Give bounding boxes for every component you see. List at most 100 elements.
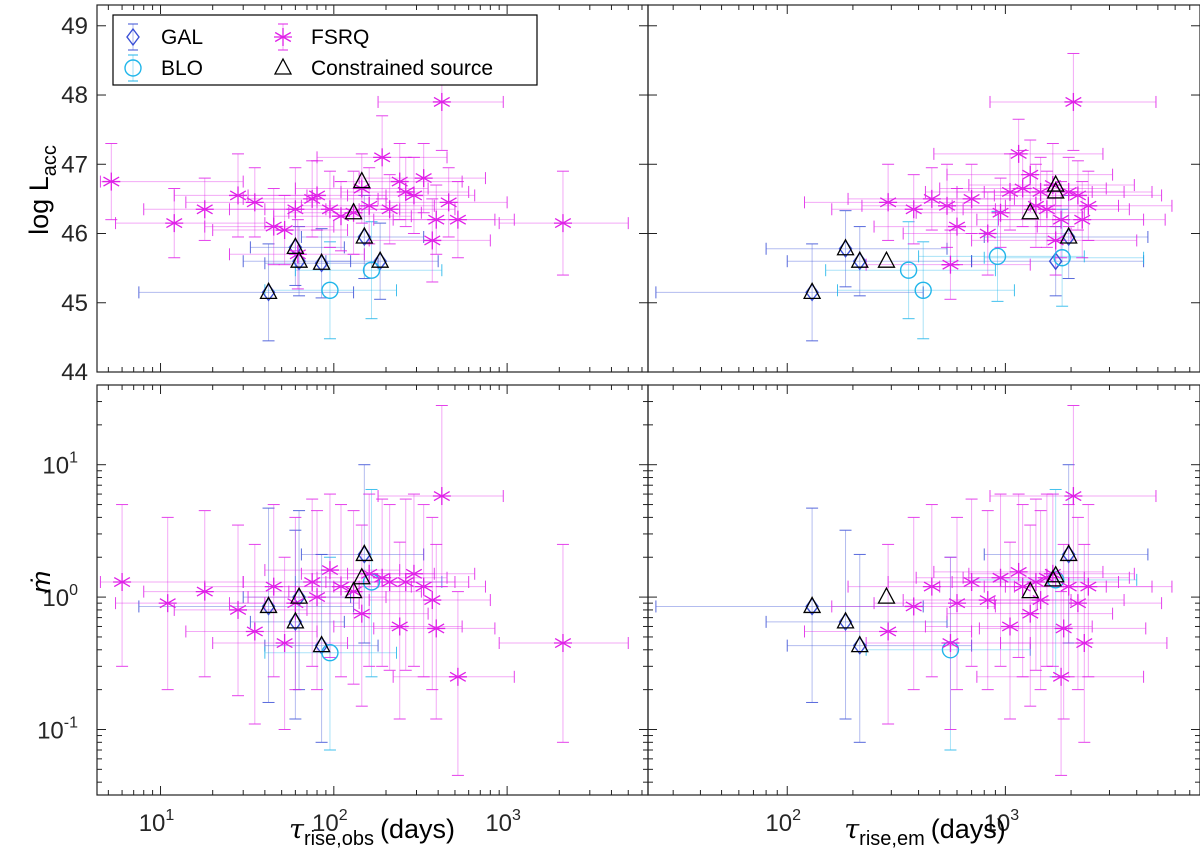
legend-box xyxy=(112,14,538,86)
data-point xyxy=(360,196,379,215)
data-point xyxy=(922,577,941,596)
error-bar xyxy=(347,493,476,667)
data-point xyxy=(390,617,409,636)
data-point xyxy=(308,186,327,205)
ticks xyxy=(648,5,1200,373)
data-point xyxy=(1059,544,1078,562)
data-point xyxy=(432,92,451,111)
data-point xyxy=(448,667,467,686)
xtick-label: 103 xyxy=(485,807,521,837)
legend-marker xyxy=(274,28,292,46)
legend-label: BLO xyxy=(161,57,203,80)
data-point xyxy=(448,210,467,229)
markers-fsrq xyxy=(102,92,572,264)
markers-constrained-source xyxy=(259,171,390,300)
data-point xyxy=(289,250,309,268)
error-bar xyxy=(825,221,996,320)
bottom-ylabel: ṁ xyxy=(26,571,56,594)
data-point xyxy=(404,186,423,205)
data-point xyxy=(1075,634,1094,653)
series-blo xyxy=(865,488,1138,751)
error-bar xyxy=(264,228,379,299)
markers-constrained-source xyxy=(803,544,1078,653)
data-point xyxy=(1073,210,1092,229)
left-xlabel-unit: (days) xyxy=(380,814,455,844)
data-point xyxy=(1054,619,1073,638)
error-bar xyxy=(983,194,1149,280)
error-bar xyxy=(264,556,398,751)
data-point xyxy=(879,193,898,212)
legend-label: GAL xyxy=(161,26,203,49)
data-point xyxy=(439,193,458,212)
right-xlabel-unit: (days) xyxy=(931,814,1006,844)
data-point xyxy=(380,573,399,592)
legend-item-blo: BLO xyxy=(124,54,203,82)
data-point xyxy=(899,261,918,279)
data-point xyxy=(352,604,371,623)
data-point xyxy=(947,594,966,613)
panel-bottom-left xyxy=(96,384,649,796)
ytick-label: 48 xyxy=(61,82,88,109)
data-point xyxy=(978,224,997,243)
data-point xyxy=(803,281,822,300)
data-point xyxy=(1046,181,1065,199)
error-bar xyxy=(392,591,515,776)
data-point xyxy=(404,564,423,583)
data-point xyxy=(165,214,184,233)
data-point xyxy=(286,236,305,255)
data-point xyxy=(941,255,960,274)
data-point xyxy=(914,281,932,299)
legend-label: FSRQ xyxy=(311,26,369,49)
left-xlabel-sub: rise,obs xyxy=(304,828,374,850)
data-point xyxy=(1064,92,1083,111)
data-point xyxy=(1046,565,1065,583)
data-point xyxy=(259,596,278,614)
data-point xyxy=(938,196,957,215)
error-bar xyxy=(242,510,352,691)
error-bar xyxy=(837,241,1015,340)
tick-labels: 44 45 46 47 48 49 10-1 100 101 101 102 103 102 103 xyxy=(37,13,1019,837)
panel-bottom-right xyxy=(647,384,1200,796)
data-point xyxy=(962,573,981,592)
markers-fsrq xyxy=(113,487,572,686)
data-point xyxy=(1026,573,1045,592)
data-point xyxy=(803,596,822,614)
error-bar xyxy=(655,243,924,342)
data-point xyxy=(355,544,374,562)
data-point xyxy=(303,573,322,592)
data-point xyxy=(362,261,381,279)
top-ylabel-sub: acc xyxy=(39,145,61,176)
error-bar xyxy=(138,243,355,342)
data-point xyxy=(289,586,309,604)
error-bar xyxy=(765,210,948,288)
markers-blo xyxy=(321,261,381,299)
data-point xyxy=(1021,604,1040,623)
error-bar xyxy=(368,516,491,691)
data-point xyxy=(427,210,446,229)
data-point xyxy=(1001,617,1020,636)
data-point xyxy=(1059,226,1078,244)
ytick-label: 49 xyxy=(61,13,88,40)
data-point xyxy=(1037,200,1056,219)
data-point xyxy=(1021,165,1040,184)
data-point xyxy=(423,231,442,250)
data-point xyxy=(991,568,1010,587)
data-point xyxy=(922,189,941,208)
data-point xyxy=(423,591,442,610)
series-blo xyxy=(264,221,443,340)
ytick-label: 45 xyxy=(61,290,88,317)
error-bar xyxy=(983,464,1149,644)
data-point xyxy=(229,600,248,619)
data-point xyxy=(195,200,214,219)
error-bar xyxy=(249,529,345,720)
panel-top-right xyxy=(647,4,1200,373)
panel-frame xyxy=(647,4,1200,373)
data-point xyxy=(877,250,896,268)
error-bar xyxy=(971,488,1138,678)
left-xlabel: τrise,obs (days) xyxy=(289,814,455,850)
data-point xyxy=(1064,487,1083,506)
data-point xyxy=(264,577,283,596)
plot-area xyxy=(99,52,629,342)
data-point xyxy=(941,634,960,653)
